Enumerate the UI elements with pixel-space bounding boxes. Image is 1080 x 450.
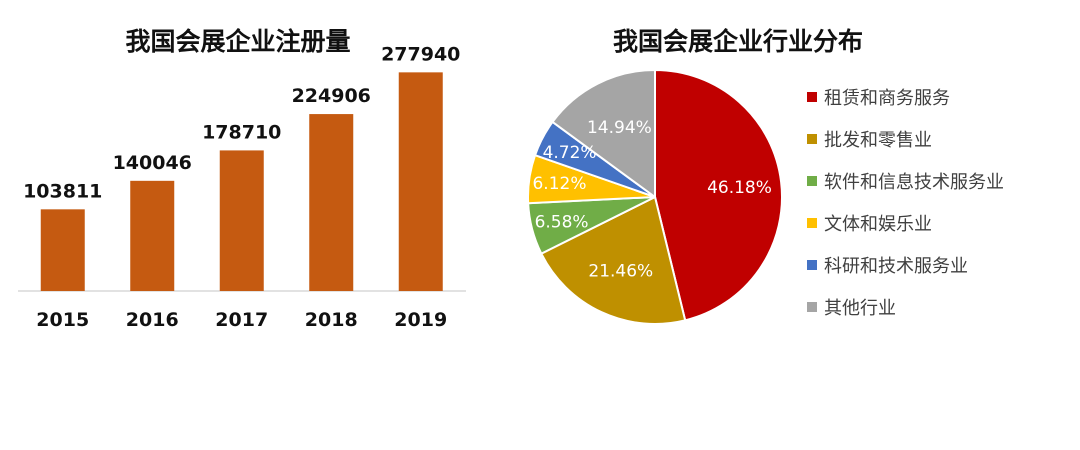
bar-2017 [219,150,264,291]
bar-marks: 103811 2015 140046 2016 178710 2017 224906 2018… [23,43,460,331]
bar-value-label: 224906 [292,85,371,107]
legend-label: 科研和技术服务业 [824,256,968,277]
bar-2018 [309,114,354,291]
pie-slice-label: 21.46% [588,262,653,282]
legend-label: 租赁和商务服务 [824,88,950,109]
bar-value-label: 277940 [381,43,460,65]
pie-labels: 46.18% 21.46% 6.58% 6.12% 4.72% 14.94% [532,118,771,282]
legend-swatch [807,260,817,270]
pie-slice-label: 4.72% [543,143,597,163]
legend-swatch [807,134,817,144]
bar-category-label: 2015 [36,309,89,331]
bar-value-label: 178710 [202,121,281,143]
bar-category-label: 2019 [394,309,447,331]
legend-swatch [807,92,817,102]
pie-chart: 我国会展企业行业分布 46.18% 21.46% 6.58% 6.12% 4.72% 14… [527,27,1004,325]
pie-slice-label: 46.18% [707,178,772,198]
bar-2019 [398,72,443,291]
bar-category-label: 2017 [215,309,268,331]
bar-chart: 我国会展企业注册量 103811 2015 140046 2016 178710 2017… [18,27,466,331]
legend-swatch [807,218,817,228]
bar-category-label: 2018 [305,309,358,331]
pie-slice-label: 6.58% [535,212,589,232]
legend-swatch [807,176,817,186]
legend-label: 文体和娱乐业 [824,214,932,235]
pie-slice-租赁和商务服务 [654,68,783,322]
pie-chart-title: 我国会展企业行业分布 [613,27,863,56]
legend-swatch [807,302,817,312]
pie-slice-批发和零售业 [539,195,687,325]
bar-2015 [40,209,85,291]
bar-chart-title: 我国会展企业注册量 [125,27,350,56]
pie-slice-label: 6.12% [532,174,586,194]
bar-2016 [130,180,175,291]
bar-value-label: 140046 [113,152,192,174]
pie-legend: 租赁和商务服务批发和零售业软件和信息技术服务业文体和娱乐业科研和技术服务业其他行… [807,88,1004,319]
pie-slices [527,68,783,325]
pie-slice-label: 14.94% [587,118,652,138]
legend-label: 软件和信息技术服务业 [824,172,1004,193]
legend-label: 批发和零售业 [824,130,932,151]
legend-label: 其他行业 [824,298,896,319]
bar-category-label: 2016 [126,309,179,331]
bar-value-label: 103811 [23,180,102,202]
pie-slice-其他行业 [551,68,656,199]
